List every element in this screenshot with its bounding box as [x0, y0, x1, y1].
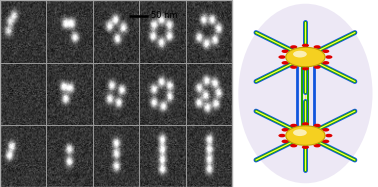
Bar	[139, 63, 186, 125]
Circle shape	[314, 144, 321, 147]
Circle shape	[322, 50, 329, 53]
Circle shape	[322, 61, 329, 65]
Bar	[46, 125, 93, 187]
Bar	[93, 63, 139, 125]
Circle shape	[293, 129, 307, 136]
Circle shape	[302, 44, 309, 47]
Ellipse shape	[239, 4, 372, 183]
Circle shape	[278, 134, 286, 137]
Bar	[139, 0, 186, 63]
Bar	[46, 63, 93, 125]
Circle shape	[325, 55, 333, 59]
Circle shape	[282, 128, 289, 132]
Circle shape	[278, 55, 286, 59]
Bar	[0, 0, 232, 187]
Circle shape	[290, 45, 297, 49]
Circle shape	[290, 65, 297, 69]
Bar	[186, 125, 232, 187]
Circle shape	[293, 51, 307, 58]
Circle shape	[282, 50, 289, 53]
Bar	[93, 0, 139, 63]
Bar	[93, 125, 139, 187]
Circle shape	[302, 67, 309, 70]
Circle shape	[314, 124, 321, 127]
Circle shape	[302, 145, 309, 149]
Bar	[139, 125, 186, 187]
Circle shape	[286, 126, 325, 145]
Circle shape	[290, 124, 297, 127]
Circle shape	[314, 45, 321, 49]
Bar	[0, 0, 46, 63]
Bar	[0, 125, 46, 187]
Circle shape	[286, 47, 325, 67]
Circle shape	[302, 122, 309, 126]
Circle shape	[282, 140, 289, 143]
Bar	[186, 63, 232, 125]
Circle shape	[314, 65, 321, 69]
Circle shape	[282, 61, 289, 65]
Circle shape	[290, 144, 297, 147]
Bar	[0, 63, 46, 125]
Bar	[46, 0, 93, 63]
Circle shape	[322, 128, 329, 132]
Circle shape	[322, 140, 329, 143]
Circle shape	[325, 134, 333, 137]
Bar	[186, 0, 232, 63]
Text: 50 nm: 50 nm	[151, 11, 177, 20]
